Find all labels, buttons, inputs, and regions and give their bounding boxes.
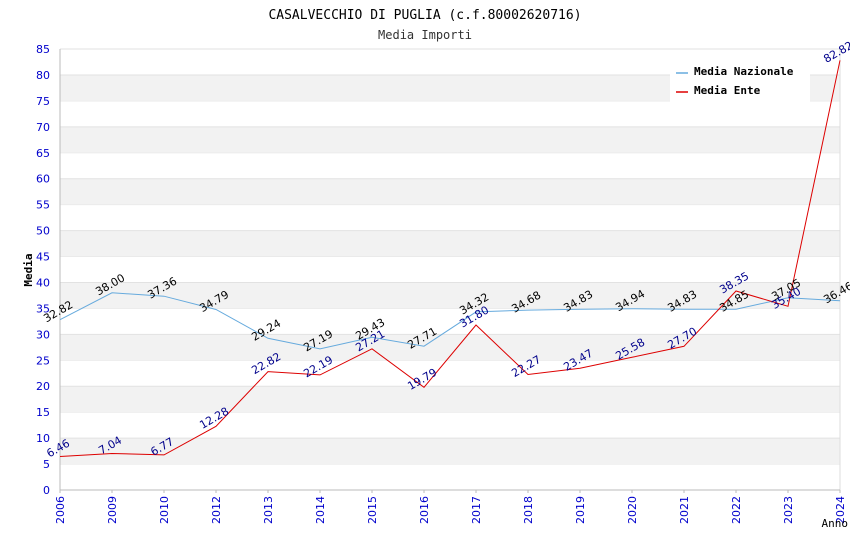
x-tick-label: 2006 bbox=[54, 496, 67, 524]
y-tick-labels: 0 5 10 15 20 25 30 35 40 45 50 55 60 65 70 75 80 85 bbox=[36, 43, 50, 497]
x-tick-label: 2014 bbox=[314, 496, 327, 524]
grid-band bbox=[60, 126, 840, 153]
x-tick-label: 2020 bbox=[626, 496, 639, 524]
y-tick-label: 10 bbox=[36, 432, 50, 445]
x-tick-label: 2013 bbox=[262, 496, 275, 524]
grid-band bbox=[60, 282, 840, 309]
y-tick-label: 70 bbox=[36, 121, 50, 134]
y-tick-label: 85 bbox=[36, 43, 50, 56]
y-tick-label: 20 bbox=[36, 380, 50, 393]
grid-band bbox=[60, 438, 840, 465]
series-line-media-ente bbox=[59, 60, 841, 457]
axes bbox=[59, 49, 840, 491]
x-tick-label: 2018 bbox=[522, 496, 535, 524]
x-tick-label: 2019 bbox=[574, 496, 587, 524]
grid-band bbox=[60, 230, 840, 257]
data-label: 82.82 bbox=[821, 39, 850, 66]
x-tick-label: 2023 bbox=[782, 496, 795, 524]
x-tick-label: 2012 bbox=[210, 496, 223, 524]
y-tick-label: 40 bbox=[36, 276, 50, 289]
x-tick-label: 2015 bbox=[366, 496, 379, 524]
legend: Media Nazionale Media Ente bbox=[670, 60, 810, 102]
y-tick-label: 80 bbox=[36, 69, 50, 82]
y-tick-label: 60 bbox=[36, 173, 50, 186]
y-tick-label: 15 bbox=[36, 406, 50, 419]
x-axis-label: Anno bbox=[822, 517, 849, 530]
grid-band bbox=[60, 178, 840, 205]
y-tick-label: 5 bbox=[43, 458, 50, 471]
y-axis-label: Media bbox=[22, 253, 35, 286]
x-tick-label: 2010 bbox=[158, 496, 171, 524]
y-tick-label: 30 bbox=[36, 328, 50, 341]
x-tick-label: 2016 bbox=[418, 496, 431, 524]
legend-box bbox=[670, 60, 810, 102]
series-lines bbox=[59, 60, 841, 457]
x-tick-label: 2017 bbox=[470, 496, 483, 524]
x-tick-label: 2009 bbox=[106, 496, 119, 524]
grid-bands bbox=[60, 48, 841, 490]
y-tick-label: 50 bbox=[36, 225, 50, 238]
chart-title: CASALVECCHIO DI PUGLIA (c.f.80002620716) bbox=[268, 8, 581, 23]
y-tick-label: 35 bbox=[36, 302, 50, 315]
y-tick-label: 0 bbox=[43, 484, 50, 497]
grid-band bbox=[60, 386, 840, 413]
legend-label-media-nazionale: Media Nazionale bbox=[694, 65, 794, 78]
y-tick-label: 45 bbox=[36, 251, 50, 264]
chart-subtitle: Media Importi bbox=[378, 28, 472, 42]
x-tick-label: 2021 bbox=[678, 496, 691, 524]
y-tick-label: 25 bbox=[36, 354, 50, 367]
x-tick-label: 2022 bbox=[730, 496, 743, 524]
y-tick-label: 65 bbox=[36, 147, 50, 160]
series-line-media-nazionale bbox=[59, 292, 841, 350]
x-tick-label: 2024 bbox=[834, 496, 847, 524]
y-tick-label: 55 bbox=[36, 199, 50, 212]
legend-label-media-ente: Media Ente bbox=[694, 84, 761, 97]
x-tick-labels: 2006 2009 2010 2012 2013 2014 2015 2016 2017 2018… bbox=[54, 490, 847, 524]
y-tick-label: 75 bbox=[36, 95, 50, 108]
